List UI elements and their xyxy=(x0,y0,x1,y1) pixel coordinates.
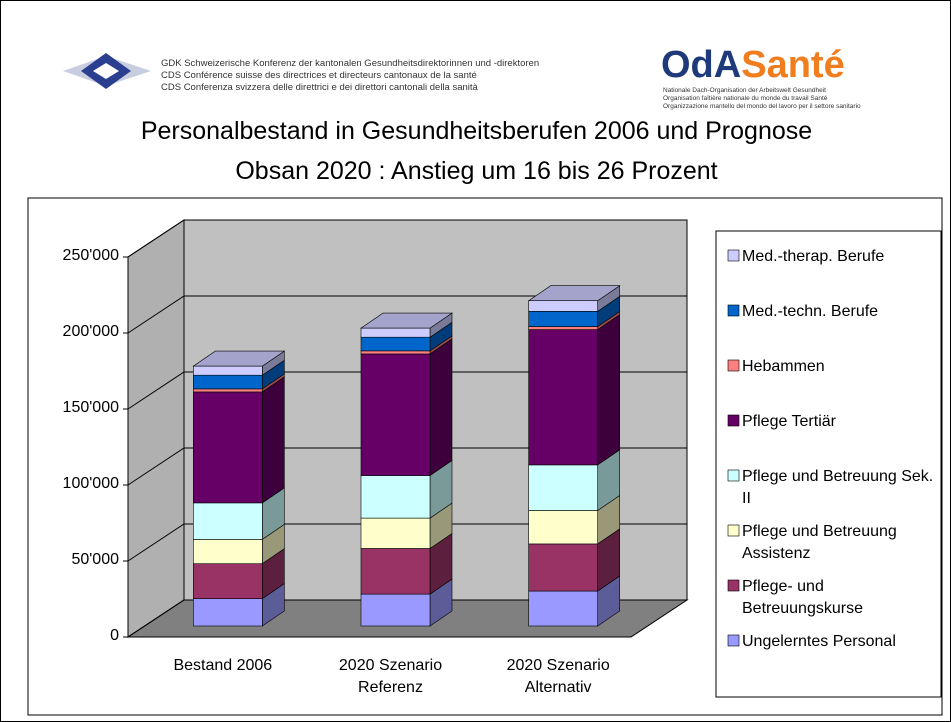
legend-label: Hebammen xyxy=(742,358,825,375)
bar-top xyxy=(527,285,621,302)
bar xyxy=(360,475,431,519)
bar xyxy=(193,365,263,376)
chart-title: Personalbestand in Gesundheitsberufen 20… xyxy=(140,117,813,145)
bar xyxy=(193,598,263,627)
bar xyxy=(360,350,431,355)
bar xyxy=(360,336,431,352)
bar xyxy=(360,353,431,476)
legend-label: Pflege und Betreuung Assistenz xyxy=(742,523,897,562)
legend-label: Med.-techn. Berufe xyxy=(742,303,879,320)
legend-box xyxy=(715,230,942,698)
legend-label: Pflege und Betreuung Sek. II xyxy=(742,468,934,507)
bar xyxy=(360,327,431,338)
oda-logo-part: OdA xyxy=(661,44,742,86)
legend-swatch xyxy=(727,304,740,317)
bar xyxy=(193,563,263,599)
bar xyxy=(528,543,598,592)
legend-swatch xyxy=(727,524,740,537)
legend-label: Med.-therap. Berufe xyxy=(742,248,885,265)
legend-label: Ungelerntes Personal xyxy=(742,633,896,650)
grid-line xyxy=(127,371,687,410)
grid-line xyxy=(127,295,687,334)
bar xyxy=(360,548,431,595)
oda-line: Organizzazione mantello del mondo del la… xyxy=(663,103,861,110)
bar-top xyxy=(360,312,453,329)
bar xyxy=(528,464,598,511)
bar xyxy=(528,326,598,330)
grid-line xyxy=(127,447,687,486)
legend-swatch xyxy=(727,469,740,482)
bar xyxy=(193,374,263,390)
bar xyxy=(528,510,598,545)
bar xyxy=(360,593,431,627)
gdk-logo xyxy=(63,53,151,89)
bar xyxy=(193,388,263,393)
bar xyxy=(360,517,431,549)
oda-line: Organisation faîtière nationale du monde… xyxy=(663,95,828,102)
y-tick-label: 150'000 xyxy=(62,399,119,416)
chart-title: Obsan 2020 : Anstieg um 16 bis 26 Prozen… xyxy=(235,157,718,185)
x-tick-label: 2020 Szenario Alternativ xyxy=(506,657,610,696)
legend-swatch xyxy=(727,414,740,427)
bar xyxy=(528,329,598,466)
oda-logo-part: Santé xyxy=(741,44,845,86)
legend-swatch xyxy=(727,634,740,647)
bar xyxy=(193,502,263,540)
grid-line xyxy=(127,599,687,638)
oda-line: Nationale Dach-Organisation der Arbeitsw… xyxy=(663,87,826,94)
bar xyxy=(528,590,598,627)
bar xyxy=(528,311,598,327)
y-tick-label: 250'000 xyxy=(62,247,119,264)
gdk-line: GDK Schweizerische Konferenz der kantona… xyxy=(161,58,540,69)
legend-swatch xyxy=(727,359,740,372)
bar-top xyxy=(192,350,286,367)
legend-label: Pflege Tertiär xyxy=(742,413,836,430)
legend-swatch xyxy=(727,249,740,262)
bar-side xyxy=(597,314,620,466)
bar-side xyxy=(262,376,285,504)
y-tick-label: 50'000 xyxy=(71,551,119,568)
gdk-line: CDS Conferenza svizzera delle direttrici… xyxy=(161,82,478,93)
x-tick-label: Bestand 2006 xyxy=(173,657,273,674)
y-tick-label: 200'000 xyxy=(62,323,119,340)
y-tick-label: 100'000 xyxy=(62,475,119,492)
grid-line xyxy=(127,523,687,562)
bar xyxy=(193,539,263,564)
y-tick-label: 0 xyxy=(110,627,119,644)
bar-side xyxy=(429,338,453,477)
bar xyxy=(193,391,263,504)
oda-logo: OdASanté xyxy=(661,45,845,85)
legend-swatch xyxy=(727,579,740,592)
x-tick-label: 2020 Szenario Referenz xyxy=(338,657,443,696)
bar xyxy=(528,300,598,312)
side-wall xyxy=(127,219,185,638)
gdk-line: CDS Conférence suisse des directrices et… xyxy=(161,70,477,81)
grid-line xyxy=(127,219,687,258)
legend-label: Pflege- und Betreuungskurse xyxy=(742,578,863,617)
